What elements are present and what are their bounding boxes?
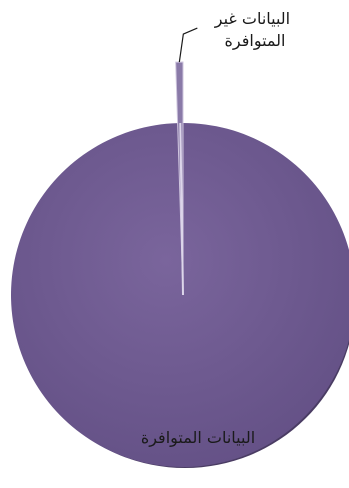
pie-slice-available (11, 123, 349, 467)
slice-separator-line (179, 123, 184, 296)
slice-label-unavailable-line-1: البيانات غير (214, 9, 290, 29)
slice-label-available: البيانات المتوافرة (141, 428, 255, 448)
label-leader-line (178, 27, 198, 63)
slice-label-unavailable: البيانات غير المتوافرة (214, 9, 295, 51)
slice-label-unavailable-line-2: المتوافرة (225, 31, 286, 51)
